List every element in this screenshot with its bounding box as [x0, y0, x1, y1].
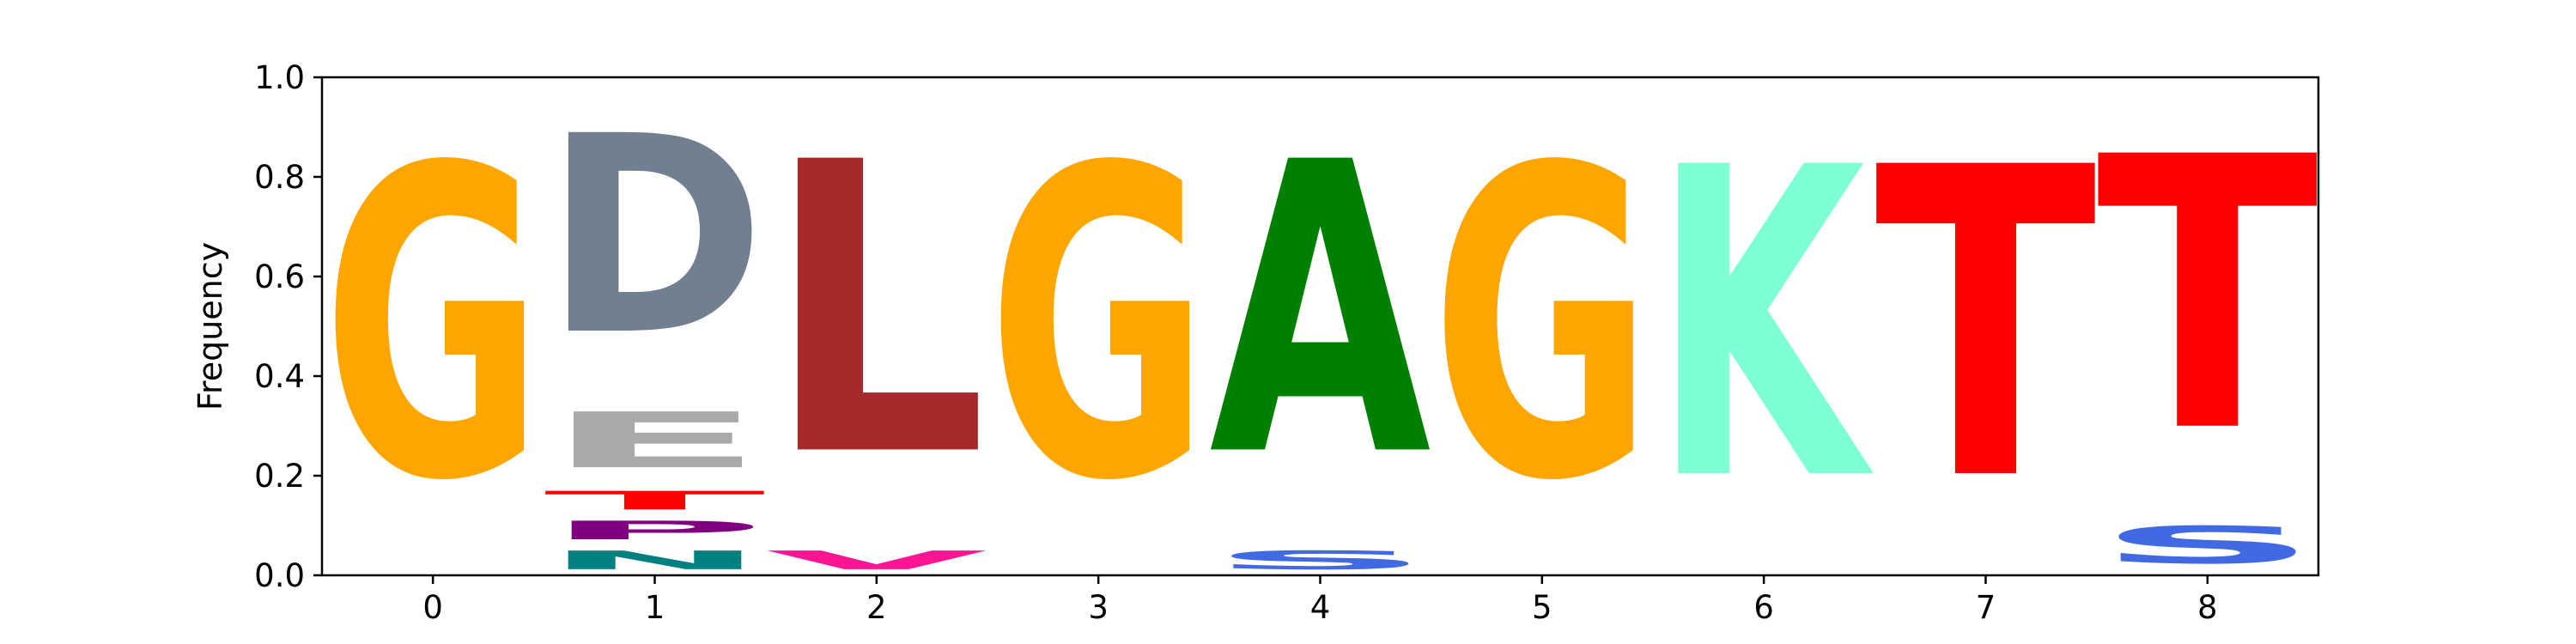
- logo-letter-s-pos8: S: [2097, 515, 2318, 574]
- x-tick-label: 2: [866, 589, 887, 626]
- y-tick-label: 0.2: [254, 458, 305, 495]
- logo-letter-l-pos2: L: [766, 78, 987, 544]
- axis-ticks: 0 1 2 3 4 5 6 7 8 0.0 0.2 0.4 0.6 0.8 1.0: [254, 59, 2217, 626]
- x-tick-label: 5: [1532, 589, 1552, 626]
- y-axis-label: Frequency: [191, 242, 229, 410]
- x-tick-label: 0: [422, 589, 443, 626]
- logo-letter-g-pos3: G: [987, 78, 1209, 574]
- logo-letter-g-pos5: G: [1431, 78, 1653, 574]
- x-tick-label: 3: [1088, 589, 1109, 626]
- y-tick-label: 0.4: [254, 358, 305, 395]
- logo-letter-t-pos7: T: [1874, 80, 2098, 575]
- logo-letter-e-pos1: E: [544, 396, 765, 485]
- x-tick-label: 4: [1310, 589, 1331, 626]
- logo-letter-g-pos0: G: [322, 78, 544, 574]
- logo-letter-p-pos1: P: [544, 515, 765, 545]
- x-tick-label: 1: [645, 589, 665, 626]
- logo-letter-n-pos1: N: [544, 545, 765, 575]
- y-tick-label: 0.0: [254, 557, 305, 594]
- logo-letter-a-pos4: A: [1209, 78, 1433, 544]
- x-tick-label: 8: [2197, 589, 2218, 626]
- logo-letter-t-pos1: T: [544, 486, 767, 516]
- x-tick-label: 7: [1976, 589, 1996, 626]
- logo-letter-k-pos6: K: [1653, 79, 1875, 574]
- y-tick-label: 0.8: [254, 159, 305, 196]
- x-tick-label: 6: [1753, 589, 1774, 626]
- logo-letter-v-pos2: V: [766, 545, 987, 575]
- logo-letter-s-pos4: S: [1209, 545, 1431, 575]
- y-tick-label: 0.6: [254, 258, 305, 295]
- y-tick-label: 1.0: [254, 59, 305, 96]
- logo-letter-d-pos1: D: [544, 78, 765, 396]
- logo-letter-t-pos8: T: [2097, 79, 2320, 514]
